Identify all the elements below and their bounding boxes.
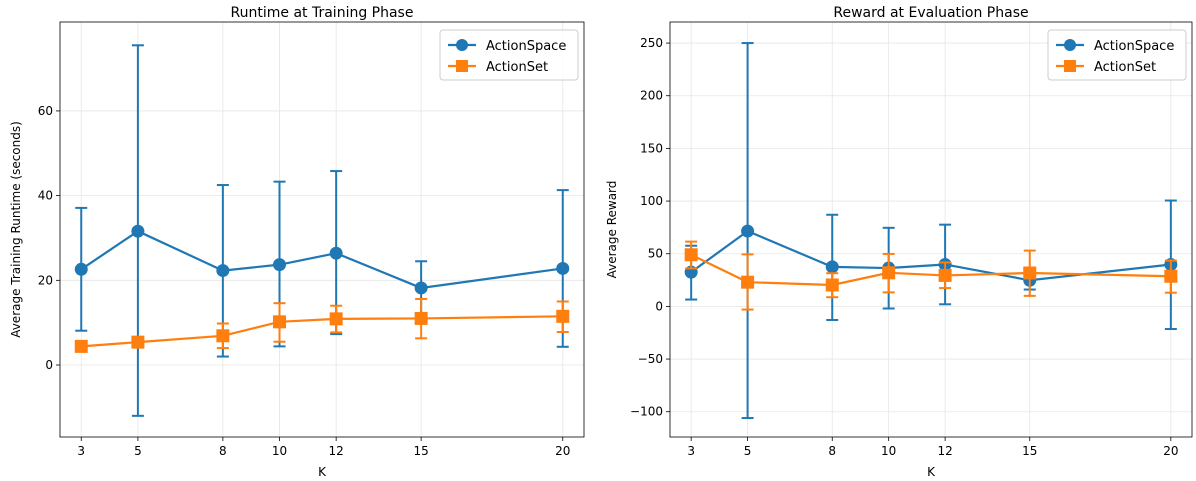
runtime-xlabel: K (318, 465, 327, 479)
runtime-legend-actionset-label: ActionSet (486, 60, 548, 75)
reward-ylabel: Average Reward (605, 181, 619, 279)
reward-actionspace-point (741, 224, 755, 238)
reward-xtick-label: 10 (881, 444, 896, 458)
reward-xtick-label: 20 (1163, 444, 1178, 458)
runtime-axes-frame (59, 21, 585, 438)
runtime-legend-actionspace-marker (456, 39, 468, 51)
runtime-legend-actionset-marker (456, 60, 468, 72)
reward-xtick-label: 15 (1022, 444, 1037, 458)
reward-actionset-point (1023, 266, 1037, 280)
runtime-legend: ActionSpace ActionSet (439, 29, 579, 81)
runtime-actionspace-point (414, 281, 428, 295)
reward-ytick-label: 0 (655, 299, 663, 313)
runtime-xtick-label: 5 (134, 444, 142, 458)
reward-legend-actionset-marker (1064, 60, 1076, 72)
runtime-actionset-point (216, 329, 230, 343)
runtime-xtick-label: 20 (555, 444, 570, 458)
reward-ytick-label: 100 (640, 194, 663, 208)
runtime-actionspace-point (556, 261, 570, 275)
reward-actionspace-point (825, 260, 839, 274)
reward-legend-actionspace-label: ActionSpace (1094, 39, 1174, 54)
runtime-actionspace-point (74, 262, 88, 276)
runtime-legend-actionspace-label: ActionSpace (486, 39, 566, 54)
runtime-xtick-label: 8 (219, 444, 227, 458)
reward-ytick-label: 200 (640, 89, 663, 103)
runtime-ytick-label: 40 (38, 189, 53, 203)
runtime-xtick-label: 10 (272, 444, 287, 458)
runtime-actionspace-point (216, 264, 230, 278)
runtime-actionset-point (414, 311, 428, 325)
runtime-ytick-label: 20 (38, 273, 53, 287)
reward-actionset-point (1164, 269, 1178, 283)
runtime-xtick-label: 12 (329, 444, 344, 458)
runtime-actionspace-point (329, 246, 343, 260)
reward-ytick-label: −100 (630, 405, 663, 419)
reward-ytick-label: 250 (640, 36, 663, 50)
reward-actionset-point (825, 278, 839, 292)
reward-actionset-point (882, 266, 896, 280)
runtime-actionset-point (556, 309, 570, 323)
reward-xtick-label: 5 (744, 444, 752, 458)
runtime-actionset-point (329, 312, 343, 326)
reward-axes-frame (669, 21, 1193, 438)
runtime-legend-box (439, 29, 579, 81)
reward-actionset-point (684, 248, 698, 262)
runtime-actionspace-point (131, 224, 145, 238)
reward-ytick-label: 50 (648, 247, 663, 261)
runtime-ytick-label: 60 (38, 104, 53, 118)
runtime-title: Runtime at Training Phase (231, 5, 414, 21)
reward-ytick-label: 150 (640, 141, 663, 155)
runtime-actionset-point (131, 335, 145, 349)
runtime-actionspace-line (80, 229, 563, 290)
runtime-actionspace-point (273, 258, 287, 272)
runtime-actionset-point (273, 315, 287, 329)
reward-chart: 3 5 8 10 12 15 20 −100 −50 0 50 100 150 200 250 Reward … (605, 5, 1193, 479)
runtime-chart: 3 5 8 10 12 15 20 0 20 40 60 Runtime at Training Ph… (9, 5, 585, 479)
runtime-ylabel: Average Training Runtime (seconds) (9, 121, 23, 338)
reward-xlabel: K (927, 465, 936, 479)
reward-xtick-label: 12 (937, 444, 952, 458)
reward-actionset-point (938, 268, 952, 282)
reward-xtick-label: 3 (687, 444, 695, 458)
reward-legend-actionset-label: ActionSet (1094, 60, 1156, 75)
reward-legend-actionspace-marker (1064, 39, 1076, 51)
reward-ytick-label: −50 (638, 352, 663, 366)
reward-actionspace-line (690, 229, 1171, 282)
reward-legend-box (1047, 29, 1187, 81)
reward-title: Reward at Evaluation Phase (833, 5, 1028, 21)
runtime-xtick-label: 15 (413, 444, 428, 458)
runtime-xtick-label: 3 (77, 444, 85, 458)
runtime-ytick-label: 0 (45, 358, 53, 372)
reward-legend: ActionSpace ActionSet (1047, 29, 1187, 81)
reward-xtick-label: 8 (828, 444, 836, 458)
runtime-actionset-line (81, 315, 563, 348)
runtime-actionset-point (74, 339, 88, 353)
reward-actionset-point (741, 275, 755, 289)
reward-actionset-line (690, 253, 1171, 287)
